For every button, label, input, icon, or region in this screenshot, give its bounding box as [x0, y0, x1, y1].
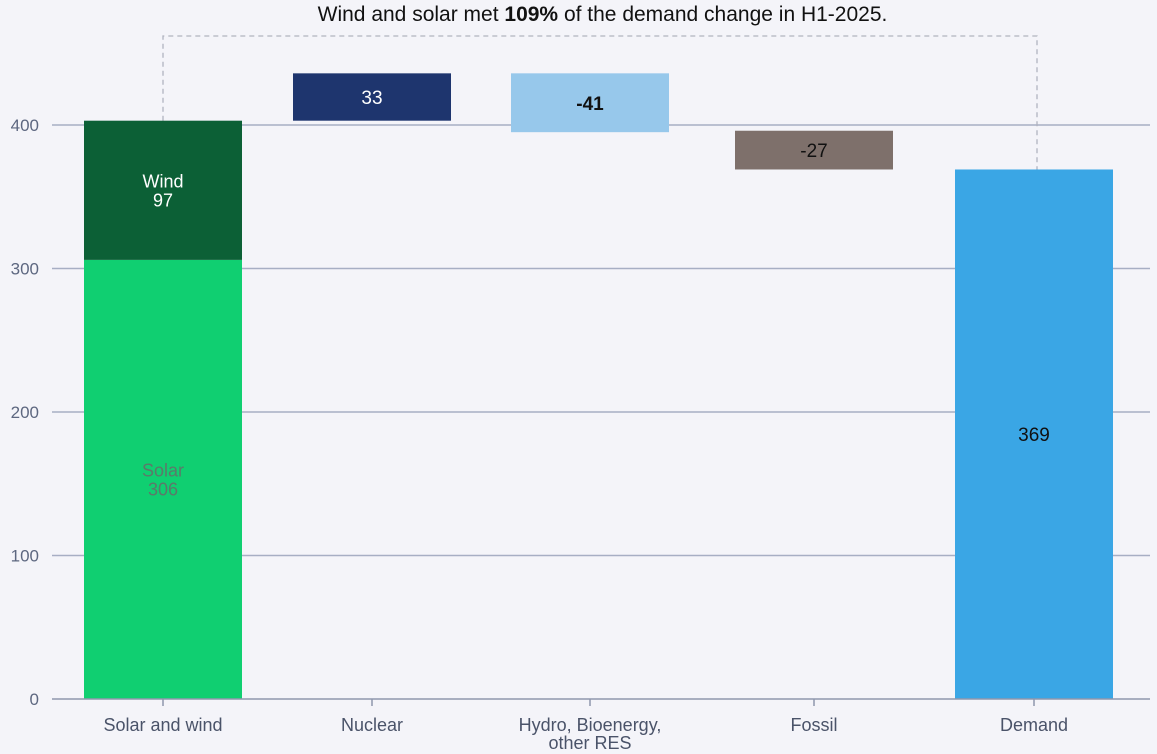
bar-value-label: 306: [148, 479, 178, 499]
chart-title-highlight: 109%: [504, 3, 559, 26]
chart-title: Wind and solar met 109% of the demand ch…: [0, 3, 1157, 27]
x-tick-label: other RES: [548, 733, 631, 753]
bar-label: Wind: [142, 171, 183, 191]
bar-value-label: -41: [576, 94, 604, 115]
axes: 0 100 200 300 400 Solar and wind Nuclear Hydro,…: [11, 116, 1150, 753]
bar-value-label: -27: [800, 141, 827, 162]
bar-fossil: [735, 130, 893, 170]
x-tick-label: Nuclear: [341, 715, 403, 735]
chart-title-text-end: of the demand change in H1-2025.: [558, 3, 888, 26]
bar-value-label: 369: [1018, 425, 1050, 446]
bar-hydro-bioenergy-other-res: [511, 73, 669, 133]
x-tick-label: Hydro, Bioenergy,: [519, 715, 662, 735]
x-tick-label: Fossil: [790, 715, 837, 735]
y-tick-label: 0: [30, 690, 39, 709]
chart-title-text: Wind and solar met: [317, 3, 505, 26]
bar-demand: [955, 169, 1113, 700]
bar-solar: [84, 259, 242, 699]
bar-value-label: 97: [153, 190, 173, 210]
y-tick-label: 200: [11, 403, 39, 422]
y-tick-label: 300: [11, 260, 39, 279]
bar-label: Solar: [142, 460, 184, 480]
bar-value-label: 33: [361, 88, 382, 109]
y-tick-label: 100: [11, 547, 39, 566]
x-tick-label: Demand: [1000, 715, 1068, 735]
y-tick-label: 400: [11, 116, 39, 135]
bar-nuclear: [293, 73, 451, 121]
bar-wind: [84, 120, 242, 260]
x-tick-label: Solar and wind: [103, 715, 222, 735]
